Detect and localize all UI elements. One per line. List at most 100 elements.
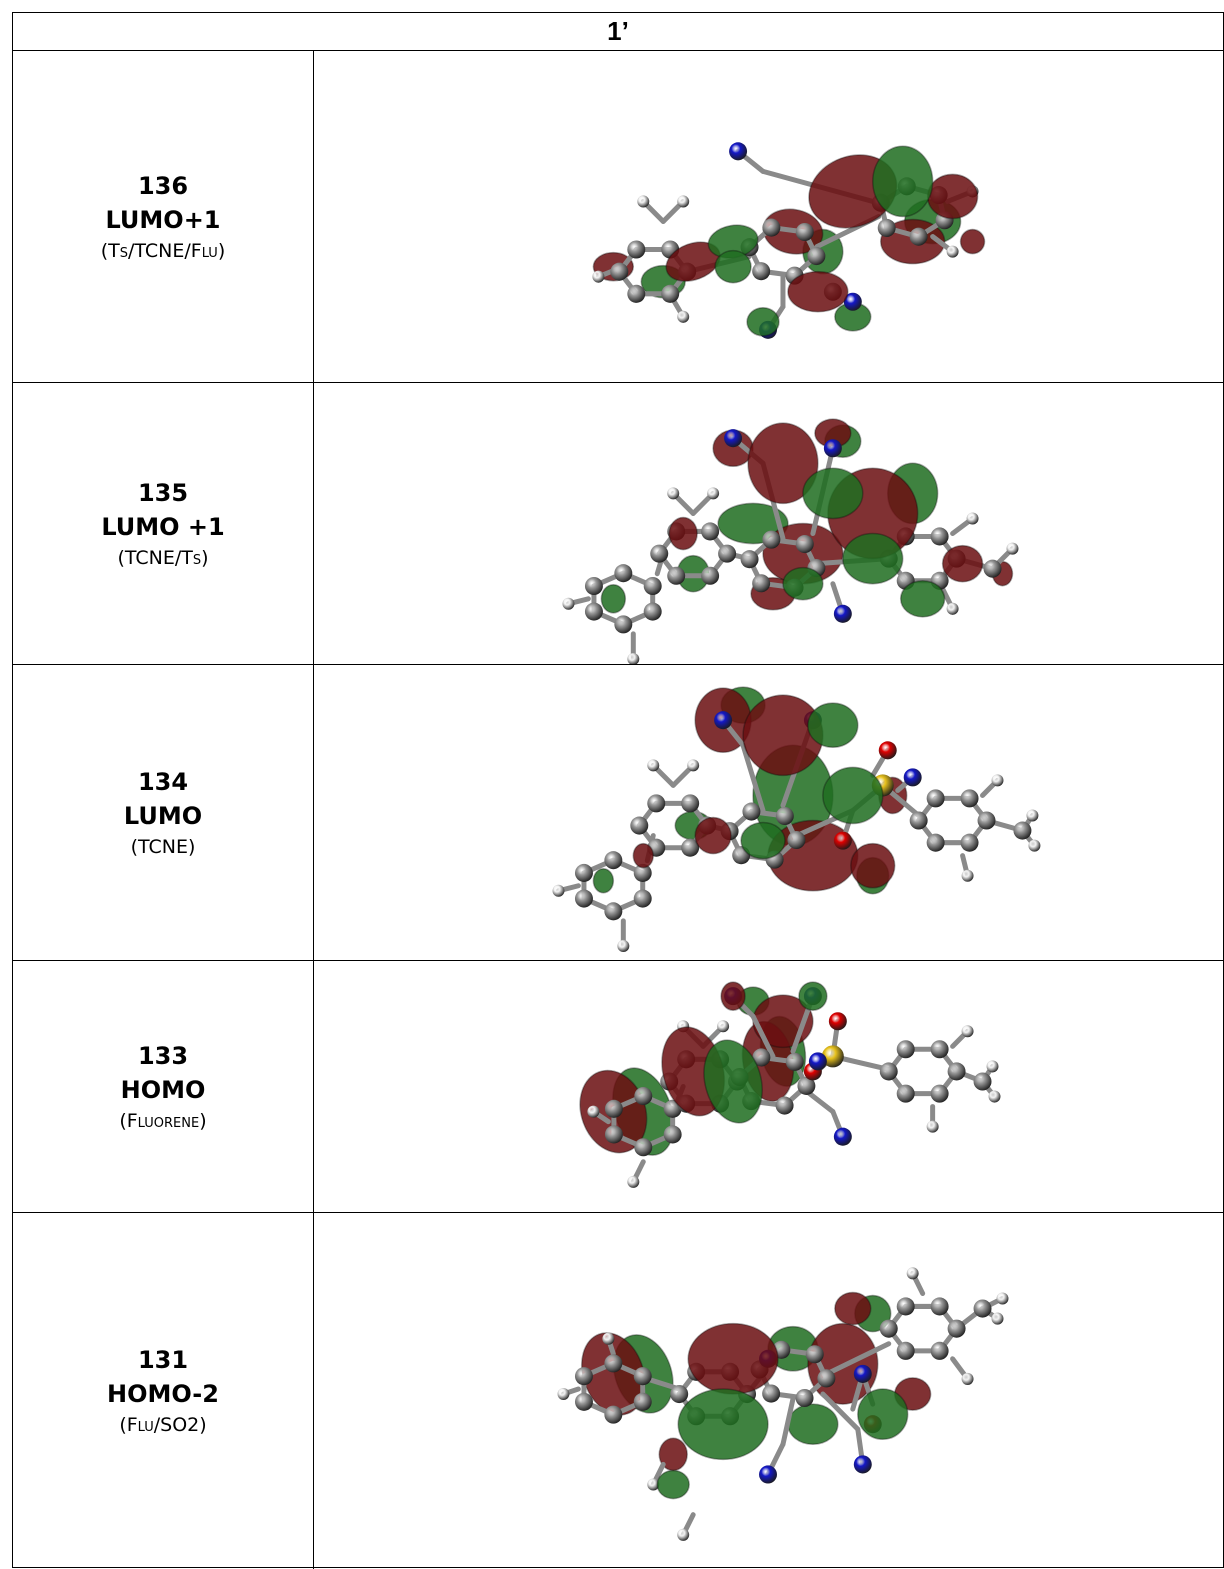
atom bbox=[574, 1392, 593, 1411]
atom bbox=[681, 794, 700, 813]
orbital-number: 136 bbox=[137, 171, 189, 200]
orbital-description: (Fluorene) bbox=[119, 1109, 207, 1132]
atom bbox=[909, 811, 928, 830]
atom bbox=[724, 429, 743, 448]
molecular-orbital-image bbox=[562, 418, 1019, 664]
atom bbox=[807, 247, 826, 266]
atom bbox=[879, 1319, 898, 1338]
atom bbox=[663, 1125, 682, 1144]
orbital-lobe bbox=[720, 981, 746, 1011]
atom bbox=[677, 195, 690, 208]
atom bbox=[647, 759, 660, 772]
atom bbox=[604, 1125, 623, 1144]
atom bbox=[647, 794, 666, 813]
atom bbox=[896, 1297, 915, 1316]
orbital-name: HOMO-2 bbox=[107, 1380, 219, 1408]
atom bbox=[574, 889, 593, 908]
orbital-lobe bbox=[798, 981, 828, 1011]
atom bbox=[557, 1387, 570, 1401]
atom bbox=[909, 227, 928, 246]
atom bbox=[667, 487, 680, 500]
atom bbox=[1006, 542, 1019, 555]
atom bbox=[633, 1367, 652, 1386]
atom bbox=[795, 1388, 814, 1408]
atom bbox=[633, 889, 652, 908]
atom bbox=[961, 1025, 974, 1038]
atom bbox=[562, 597, 575, 610]
atom bbox=[604, 1405, 623, 1424]
atom bbox=[610, 262, 629, 281]
atom bbox=[604, 1099, 623, 1118]
atom bbox=[817, 1369, 836, 1388]
orbital-lobe bbox=[592, 867, 615, 894]
atom bbox=[633, 1392, 652, 1411]
orbital-description: (Flu/SO2) bbox=[119, 1414, 207, 1436]
orbital-image-cell bbox=[314, 1213, 1223, 1569]
atom bbox=[787, 830, 806, 850]
atom bbox=[926, 789, 945, 808]
atom bbox=[661, 284, 680, 303]
atom bbox=[991, 774, 1004, 787]
atom bbox=[759, 1465, 777, 1484]
atom bbox=[740, 550, 759, 569]
atom bbox=[634, 1087, 653, 1106]
orbital-lobe bbox=[782, 566, 824, 601]
atom bbox=[1026, 809, 1039, 822]
orbital-image-cell bbox=[314, 383, 1223, 664]
atom bbox=[879, 1062, 898, 1081]
orbital-lobe bbox=[746, 307, 780, 337]
bond bbox=[750, 1013, 776, 1059]
orbital-image-cell bbox=[314, 665, 1223, 960]
orbital-lobe bbox=[656, 1469, 690, 1500]
bond bbox=[740, 742, 766, 814]
atom bbox=[718, 544, 737, 563]
atom bbox=[663, 1099, 682, 1118]
atom bbox=[947, 1319, 966, 1338]
atom bbox=[877, 218, 896, 237]
atom bbox=[681, 838, 700, 857]
atom bbox=[752, 574, 771, 593]
atom bbox=[677, 1528, 690, 1541]
atom bbox=[752, 262, 771, 281]
atom bbox=[647, 1478, 660, 1491]
atom bbox=[742, 802, 761, 821]
orbital-lobe bbox=[600, 583, 627, 614]
atom bbox=[707, 487, 720, 500]
atom bbox=[785, 1052, 804, 1071]
orbital-lobe bbox=[687, 1322, 779, 1395]
orbital-lobe bbox=[807, 702, 859, 749]
atom bbox=[878, 741, 897, 760]
orbital-lobe bbox=[703, 1039, 763, 1124]
atom bbox=[930, 527, 949, 546]
orbital-description: (Ts/TCNE/Flu) bbox=[100, 239, 226, 262]
atom bbox=[667, 566, 686, 585]
bond bbox=[820, 1391, 861, 1432]
orbital-number: 134 bbox=[137, 767, 189, 796]
orbital-lobe bbox=[740, 821, 786, 860]
atom bbox=[930, 1040, 949, 1059]
atom bbox=[906, 1267, 919, 1280]
atom bbox=[930, 1297, 949, 1316]
label-cell: 135 LUMO +1 (TCNE/Ts) bbox=[13, 383, 314, 664]
atom bbox=[762, 1384, 781, 1403]
atom bbox=[833, 831, 852, 850]
orbital-lobe bbox=[714, 249, 752, 284]
atom bbox=[926, 833, 945, 852]
table-row: 136 LUMO+1 (Ts/TCNE/Flu) bbox=[13, 51, 1223, 383]
atom bbox=[617, 939, 630, 952]
atom bbox=[701, 566, 720, 585]
orbital-lobe bbox=[787, 1403, 839, 1446]
orbital-number: 133 bbox=[137, 1041, 189, 1070]
atom bbox=[587, 1105, 600, 1118]
orbital-lobe bbox=[632, 842, 655, 869]
atom bbox=[630, 816, 649, 835]
atom bbox=[714, 711, 733, 730]
atom bbox=[828, 1012, 847, 1031]
atom bbox=[574, 1367, 593, 1386]
orbital-lobe bbox=[694, 816, 732, 855]
atom bbox=[930, 1341, 949, 1360]
atom bbox=[752, 1048, 771, 1067]
bond bbox=[824, 1341, 892, 1377]
orbital-lobe bbox=[747, 422, 819, 505]
molecular-orbital-image bbox=[579, 981, 1001, 1188]
